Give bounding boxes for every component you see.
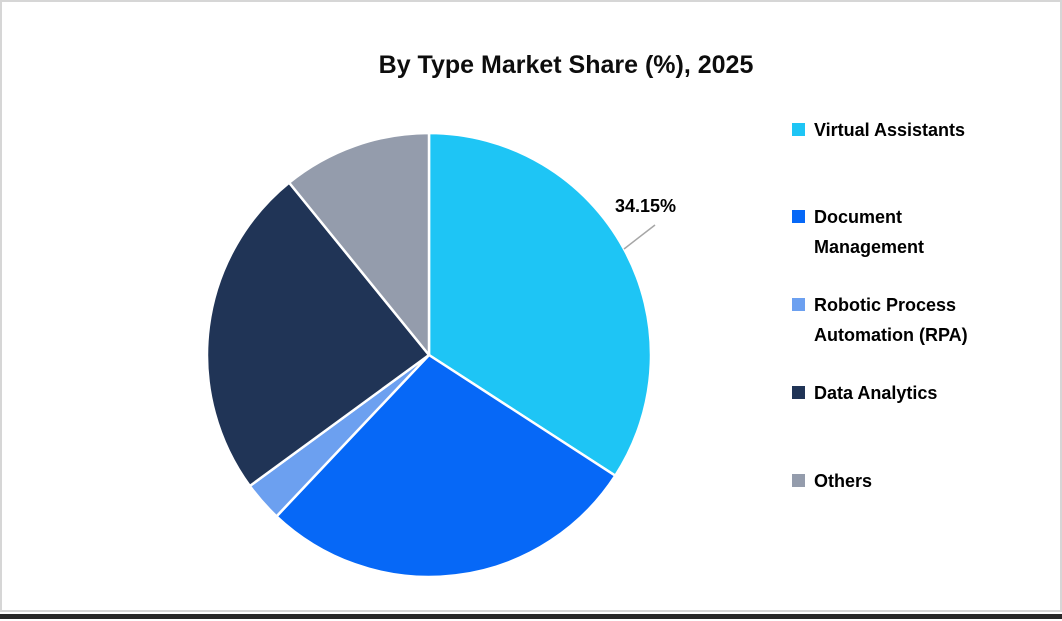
data-label-leader-line bbox=[624, 225, 655, 249]
legend-swatch-virtual-assistants bbox=[792, 123, 805, 136]
legend-label-others: Others bbox=[814, 466, 1009, 496]
legend-label-robotic-process-automation-rpa: Robotic Process Automation (RPA) bbox=[814, 290, 1009, 350]
legend-swatch-others bbox=[792, 474, 805, 487]
pie-data-label: 34.15% bbox=[615, 196, 676, 217]
legend-label-data-analytics: Data Analytics bbox=[814, 378, 1009, 408]
legend-swatch-data-analytics bbox=[792, 386, 805, 399]
legend-item-robotic-process-automation-rpa: Robotic Process Automation (RPA) bbox=[792, 290, 1009, 350]
chart-legend: Virtual Assistants Document Management Rob… bbox=[792, 2, 1022, 621]
legend-swatch-document-management bbox=[792, 210, 805, 223]
legend-item-document-management: Document Management bbox=[792, 202, 1009, 262]
legend-item-data-analytics: Data Analytics bbox=[792, 378, 1009, 408]
legend-label-virtual-assistants: Virtual Assistants bbox=[814, 115, 1009, 145]
legend-label-document-management: Document Management bbox=[814, 202, 1009, 262]
legend-swatch-robotic-process-automation-rpa bbox=[792, 298, 805, 311]
bottom-border-bar bbox=[0, 614, 1062, 619]
legend-item-virtual-assistants: Virtual Assistants bbox=[792, 115, 1009, 145]
legend-item-others: Others bbox=[792, 466, 1009, 496]
